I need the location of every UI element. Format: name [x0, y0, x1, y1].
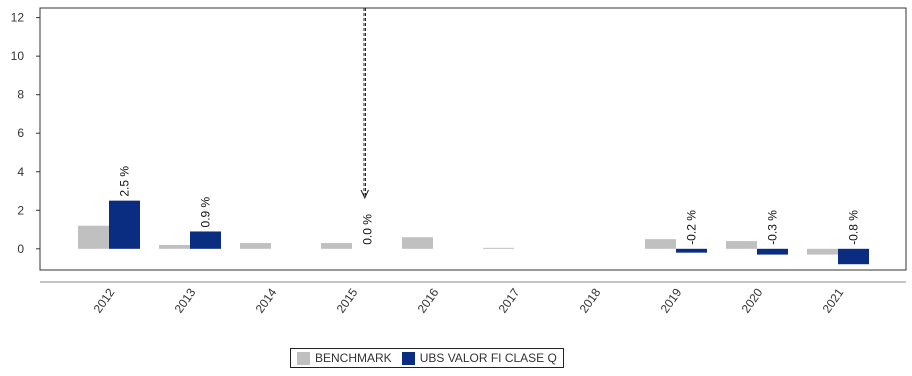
x-tick-label-2020: 2020: [739, 285, 766, 315]
bar-benchmark-2015: [321, 243, 352, 249]
bar-benchmark-2021: [807, 248, 838, 255]
x-tick-label-2016: 2016: [415, 285, 442, 315]
bar-benchmark-2013: [159, 244, 190, 249]
x-tick-label-2019: 2019: [658, 285, 685, 315]
y-tick-label: 6: [17, 126, 24, 140]
data-label-2020: -0.3 %: [766, 210, 780, 245]
y-tick-label: 4: [17, 165, 24, 179]
legend-label-fund: UBS VALOR FI CLASE Q: [419, 351, 557, 365]
y-tick-label: 8: [17, 88, 24, 102]
bar-benchmark-2020: [726, 241, 757, 249]
x-tick-label-2018: 2018: [577, 285, 604, 315]
bar-benchmark-2014: [240, 243, 271, 249]
x-tick-label-2021: 2021: [820, 285, 847, 315]
data-label-2015: 0.0 %: [361, 214, 375, 245]
y-tick-label: 10: [11, 49, 25, 63]
legend-swatch-fund: [401, 351, 415, 365]
x-tick-label-2015: 2015: [334, 285, 361, 315]
bar-fund-2021: [838, 248, 869, 265]
bar-fund-2013: [190, 231, 221, 249]
bar-benchmark-2016: [402, 237, 433, 249]
legend-label-benchmark: BENCHMARK: [315, 351, 392, 365]
legend: BENCHMARK UBS VALOR FI CLASE Q: [290, 348, 564, 368]
y-tick-label: 0: [17, 242, 24, 256]
legend-item-fund: UBS VALOR FI CLASE Q: [401, 351, 557, 365]
x-tick-label-2014: 2014: [253, 285, 280, 315]
bar-fund-2020: [757, 248, 788, 255]
x-tick-label-2012: 2012: [91, 285, 118, 315]
bar-benchmark-2012: [78, 225, 109, 249]
legend-item-benchmark: BENCHMARK: [297, 351, 392, 365]
data-label-2021: -0.8 %: [847, 210, 861, 245]
bar-benchmark-2017: [483, 247, 514, 249]
bar-fund-2019: [676, 248, 707, 253]
bar-fund-2012: [109, 200, 140, 249]
plot-frame: [39, 7, 907, 271]
y-tick-label: 2: [17, 203, 24, 217]
x-tick-label-2013: 2013: [172, 285, 199, 315]
annotation-arrowhead: [360, 189, 369, 200]
data-label-2012: 2.5 %: [118, 166, 132, 197]
bar-benchmark-2019: [645, 239, 676, 249]
data-label-2013: 0.9 %: [199, 196, 213, 227]
data-label-2019: -0.2 %: [685, 210, 699, 245]
y-tick-label: 12: [11, 11, 25, 25]
legend-swatch-benchmark: [297, 351, 310, 365]
x-tick-label-2017: 2017: [496, 285, 523, 315]
